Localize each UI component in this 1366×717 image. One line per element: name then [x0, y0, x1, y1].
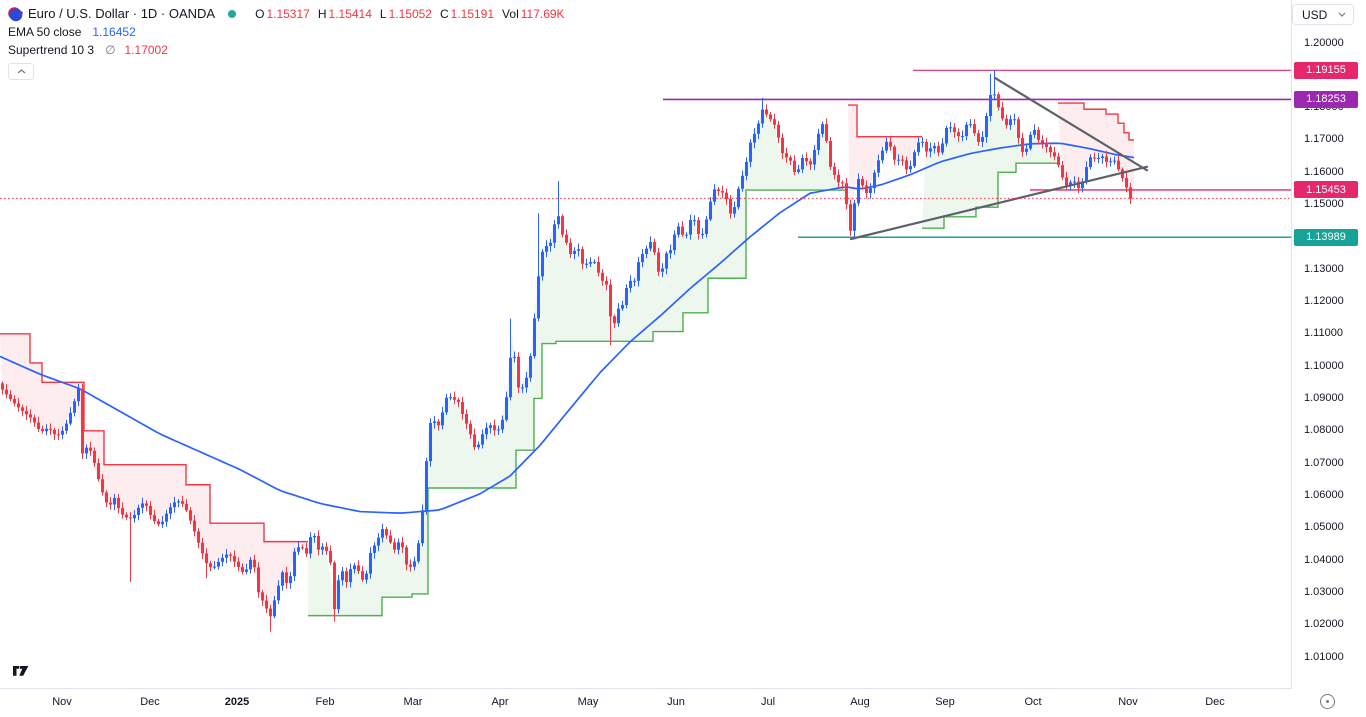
close-value: 1.15191 — [450, 7, 495, 21]
time-tick-label: Sep — [935, 696, 955, 708]
currency-label: USD — [1302, 7, 1328, 22]
currency-selector[interactable]: USD — [1292, 4, 1354, 25]
open-label: O — [255, 7, 265, 21]
supertrend-indicator-name: Supertrend 10 3 — [8, 43, 95, 57]
close-label: C — [439, 7, 449, 21]
collapse-legend-button[interactable] — [8, 63, 34, 80]
time-tick-label: 2025 — [224, 696, 250, 708]
time-tick-label: Dec — [1205, 696, 1225, 708]
time-tick-label: Oct — [1024, 696, 1042, 708]
price-tick-label: 1.03000 — [1304, 585, 1344, 598]
supertrend-indicator-row[interactable]: Supertrend 10 3 ∅ 1.17002 — [8, 41, 565, 59]
high-label: H — [317, 7, 327, 21]
time-tick-label: Feb — [315, 696, 335, 708]
time-tick-label: Nov — [52, 696, 72, 708]
price-tick-label: 1.11000 — [1304, 327, 1343, 340]
tradingview-logo[interactable] — [13, 666, 37, 685]
price-chart[interactable] — [0, 0, 1291, 688]
symbol-title[interactable]: Euro / U.S. Dollar · 1D · OANDA — [28, 6, 216, 21]
volume-label: Vol — [502, 7, 519, 21]
volume-value: 117.69K — [520, 7, 565, 21]
price-tick-label: 1.05000 — [1304, 521, 1344, 534]
high-value: 1.15414 — [328, 7, 372, 21]
axis-settings-icon[interactable] — [1320, 694, 1335, 709]
price-tick-label: 1.13000 — [1304, 262, 1344, 275]
ema-indicator-row[interactable]: EMA 50 close 1.16452 — [8, 23, 565, 41]
price-tick-label: 1.15000 — [1304, 198, 1344, 211]
price-tick-label: 1.16000 — [1304, 165, 1344, 178]
time-axis[interactable]: Nov Dec 2025 Feb Mar Apr May Jun Jul Aug Sep Oct Nov… — [0, 689, 1366, 717]
price-tick-label: 1.10000 — [1304, 359, 1344, 372]
price-level-tag[interactable]: 1.15453 — [1294, 181, 1358, 199]
chart-legend: Euro / U.S. Dollar · 1D · OANDA O 1.15317… — [8, 5, 565, 80]
supertrend-indicator-value: 1.17002 — [124, 43, 168, 57]
eurusd-pair-logo-icon — [8, 6, 23, 22]
chevron-down-icon — [1338, 12, 1346, 17]
time-tick-label: Dec — [140, 696, 160, 708]
low-value: 1.15052 — [388, 7, 432, 21]
price-tick-label: 1.17000 — [1304, 133, 1344, 146]
price-level-tag[interactable]: 1.19155 — [1294, 61, 1358, 79]
time-tick-label: Jun — [667, 696, 685, 708]
price-tick-label: 1.08000 — [1304, 424, 1344, 437]
ema-indicator-name: EMA 50 close — [8, 25, 82, 39]
chart-pane[interactable]: Euro / U.S. Dollar · 1D · OANDA O 1.15317… — [0, 0, 1292, 689]
low-label: L — [379, 7, 387, 21]
price-tick-label: 1.04000 — [1304, 553, 1344, 566]
time-tick-label: May — [577, 696, 599, 708]
price-axis[interactable]: 1.200001.190001.180001.170001.160001.150… — [1292, 0, 1366, 688]
ohlc-values: O 1.15317 H 1.15414 L 1.15052 C 1.15191 Vol 1… — [249, 5, 564, 23]
price-level-tag[interactable]: 1.13989 — [1294, 228, 1358, 246]
chevron-up-icon — [17, 69, 25, 74]
open-value: 1.15317 — [266, 7, 310, 21]
time-tick-label: Jul — [760, 696, 776, 708]
time-tick-label: Apr — [491, 696, 509, 708]
time-tick-label: Nov — [1118, 696, 1138, 708]
price-tick-label: 1.02000 — [1304, 618, 1344, 631]
time-tick-label: Mar — [403, 696, 423, 708]
time-tick-label: Aug — [850, 696, 870, 708]
ema-indicator-value: 1.16452 — [92, 25, 136, 39]
market-status-icon[interactable] — [228, 10, 237, 18]
price-tick-label: 1.06000 — [1304, 488, 1344, 501]
price-tick-label: 1.12000 — [1304, 295, 1344, 308]
price-level-tag[interactable]: 1.18253 — [1294, 90, 1358, 108]
price-tick-label: 1.20000 — [1304, 36, 1344, 49]
price-tick-label: 1.01000 — [1304, 650, 1344, 663]
symbol-row: Euro / U.S. Dollar · 1D · OANDA O 1.15317… — [8, 5, 565, 23]
price-tick-label: 1.09000 — [1304, 391, 1344, 404]
price-tick-label: 1.07000 — [1304, 456, 1344, 469]
diameter-symbol: ∅ — [105, 43, 116, 57]
